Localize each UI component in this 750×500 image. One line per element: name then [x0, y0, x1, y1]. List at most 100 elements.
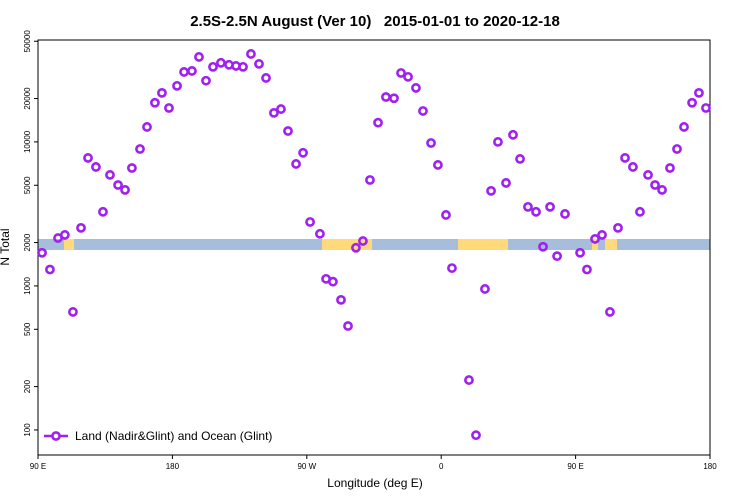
data-point — [261, 73, 271, 83]
data-point — [403, 71, 413, 82]
data-point — [396, 68, 406, 78]
land-patch — [592, 239, 598, 250]
data-point — [389, 93, 399, 104]
data-point — [515, 154, 525, 164]
data-point — [83, 153, 93, 163]
data-point — [246, 49, 256, 59]
x-tick-label: 0 — [439, 462, 444, 471]
land-patch — [64, 239, 74, 250]
data-point — [643, 170, 653, 180]
data-point — [523, 201, 533, 212]
data-point — [426, 138, 436, 148]
data-point — [582, 264, 592, 275]
y-tick-label: 5000 — [23, 176, 32, 194]
data-point — [358, 236, 368, 246]
data-point — [493, 137, 503, 147]
data-point — [179, 67, 189, 77]
data-point — [142, 122, 152, 132]
x-tick-label: 90 W — [297, 462, 316, 471]
data-point — [590, 234, 600, 244]
data-point — [208, 61, 218, 72]
ocean-band — [38, 239, 710, 250]
y-tick-label: 1000 — [23, 276, 32, 294]
y-tick-label: 50000 — [23, 30, 32, 53]
map-strip — [38, 239, 710, 250]
y-tick-label: 200 — [23, 379, 32, 393]
data-point — [305, 217, 315, 227]
data-point — [620, 153, 630, 163]
legend-marker — [51, 431, 61, 441]
chart-title: 2.5S-2.5N August (Ver 10) 2015-01-01 to … — [190, 13, 560, 30]
data-point — [135, 144, 145, 154]
data-point — [194, 52, 204, 62]
data-point — [37, 247, 47, 258]
data-point — [628, 162, 638, 172]
x-axis-label: Longitude (deg E) — [327, 476, 422, 490]
data-point — [68, 307, 78, 317]
x-tick-label: 90 E — [567, 462, 583, 471]
data-point — [650, 180, 660, 190]
x-tick-label: 180 — [166, 462, 180, 471]
data-point — [113, 180, 123, 190]
data-point — [276, 104, 286, 114]
data-point — [687, 97, 697, 108]
y-tick-label: 10000 — [23, 130, 32, 153]
x-tick-label: 180 — [703, 462, 717, 471]
data-point — [59, 230, 70, 240]
data-point — [672, 144, 682, 154]
data-point — [531, 206, 541, 217]
data-point — [635, 206, 645, 217]
y-tick-label: 20000 — [23, 87, 32, 110]
y-tick-label: 100 — [23, 423, 32, 437]
y-tick-label: 2000 — [23, 233, 32, 251]
data-point — [238, 61, 248, 72]
data-point — [373, 117, 383, 128]
data-point — [351, 242, 361, 253]
plot-frame — [37, 39, 711, 456]
data-point — [298, 147, 308, 158]
data-point — [172, 80, 182, 91]
data-point — [105, 170, 115, 180]
data-point — [701, 103, 711, 113]
data-point — [538, 241, 548, 252]
data-point — [187, 66, 197, 76]
data-point — [501, 178, 511, 188]
data-point — [464, 375, 474, 385]
x-tick-label: 90 E — [30, 462, 46, 471]
data-point — [120, 185, 130, 195]
data-point — [575, 247, 585, 258]
data-point — [291, 159, 301, 169]
data-point — [91, 162, 101, 172]
data-point — [486, 185, 496, 196]
data-point — [597, 230, 607, 240]
data-point — [201, 75, 211, 86]
data-point — [150, 97, 160, 108]
data-point — [694, 87, 704, 98]
data-point — [447, 263, 457, 273]
data-point — [343, 321, 353, 331]
data-point — [315, 228, 325, 239]
data-point — [605, 307, 615, 317]
data-point — [411, 83, 421, 93]
data-point — [269, 108, 279, 118]
data-point — [336, 294, 346, 305]
data-point — [76, 222, 86, 233]
data-point — [98, 206, 108, 217]
data-point — [45, 264, 55, 275]
data-point — [216, 57, 226, 68]
data-point — [480, 284, 490, 294]
data-point — [157, 87, 167, 98]
data-point — [365, 175, 375, 185]
data-point — [381, 92, 391, 102]
land-patch — [458, 239, 508, 250]
data-point — [545, 201, 555, 212]
data-point — [254, 59, 264, 69]
data-point — [433, 160, 443, 170]
data-point — [283, 126, 293, 136]
data-point — [418, 106, 428, 116]
data-point — [508, 129, 518, 140]
data-point — [665, 163, 675, 173]
data-point — [560, 209, 570, 219]
